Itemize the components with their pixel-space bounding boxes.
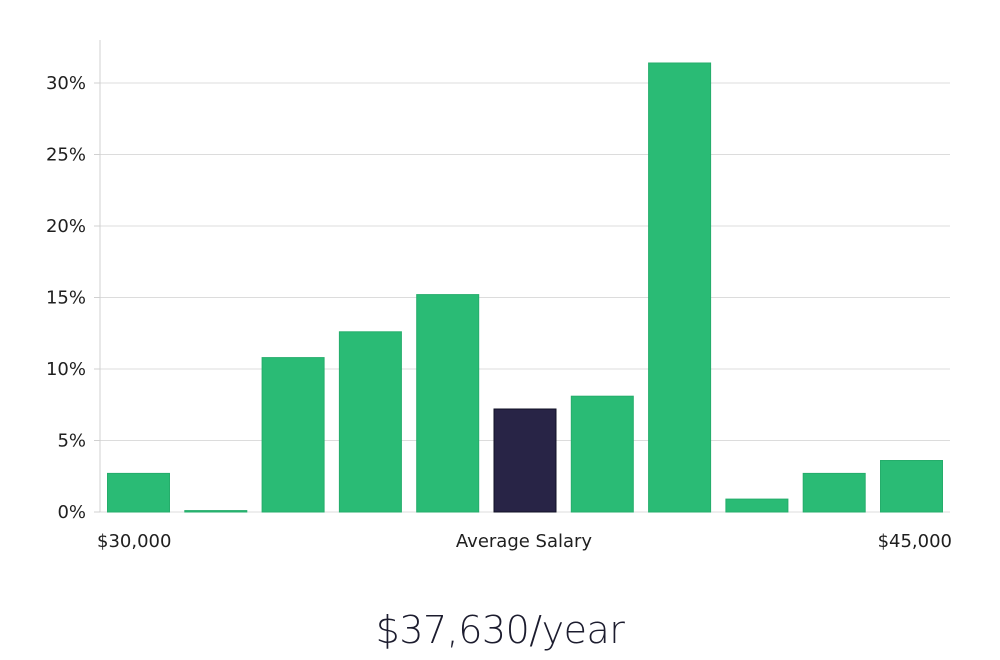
y-tick-label: 30% bbox=[46, 73, 86, 94]
salary-histogram-chart: 0% 5% 10% 15% 20% 25% 30% $30,000 Average Sala… bbox=[46, 40, 952, 552]
y-tick-label: 20% bbox=[46, 216, 86, 237]
bar bbox=[880, 460, 943, 513]
axis-labels: $30,000 Average Salary $45,000 bbox=[97, 531, 952, 552]
bar bbox=[648, 62, 712, 513]
bars bbox=[107, 62, 943, 513]
average-salary-value: $37,630/year bbox=[375, 608, 625, 652]
bar bbox=[725, 498, 789, 513]
bar bbox=[107, 472, 170, 513]
x-axis-title: Average Salary bbox=[456, 531, 593, 552]
bar-highlighted bbox=[493, 408, 557, 513]
bar bbox=[338, 331, 402, 513]
axes: 0% 5% 10% 15% 20% 25% 30% bbox=[46, 40, 101, 523]
y-tick-label: 15% bbox=[46, 288, 86, 309]
gridlines bbox=[100, 82, 950, 513]
bar bbox=[570, 395, 634, 513]
y-tick-label: 5% bbox=[57, 431, 86, 452]
y-tick-label: 10% bbox=[46, 359, 86, 380]
y-tick-label: 0% bbox=[57, 502, 86, 523]
bar bbox=[416, 294, 480, 513]
x-max-label: $45,000 bbox=[878, 531, 952, 552]
bar bbox=[261, 357, 325, 513]
bar bbox=[802, 472, 866, 513]
x-min-label: $30,000 bbox=[97, 531, 171, 552]
bar bbox=[184, 510, 248, 513]
y-tick-label: 25% bbox=[46, 145, 86, 166]
